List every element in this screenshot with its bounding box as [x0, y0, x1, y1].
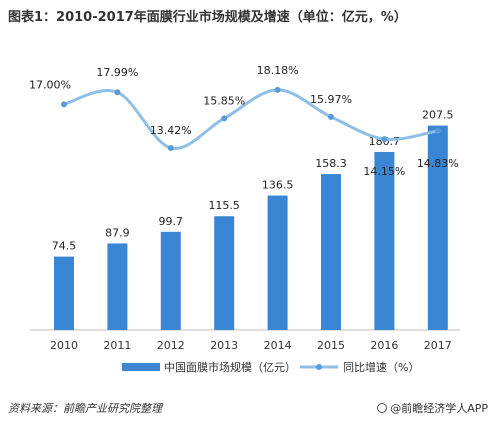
- bar-value-label-2014: 136.5: [262, 179, 294, 192]
- bar-2017: [427, 125, 448, 330]
- x-tick-2017: 2017: [424, 339, 452, 352]
- x-tick-2014: 2014: [264, 339, 292, 352]
- x-tick-2016: 2016: [370, 339, 398, 352]
- bar-2011: [107, 243, 128, 330]
- bar-2014: [267, 195, 288, 330]
- growth-line: [62, 88, 440, 150]
- bar-2015: [321, 174, 341, 330]
- growth-marker-2015: [328, 113, 334, 120]
- x-tick-2010: 2010: [50, 339, 78, 352]
- bar-2013: [214, 216, 235, 330]
- bar-value-label-2012: 99.7: [159, 215, 184, 228]
- bar-2012: [160, 231, 181, 330]
- bar-value-label-2013: 115.5: [208, 199, 240, 212]
- brand-text: @前瞻经济学人APP: [390, 402, 488, 415]
- brand-credit: @前瞻经济学人APP: [377, 400, 488, 416]
- brand-logo-icon: [377, 403, 388, 413]
- x-tick-2012: 2012: [157, 339, 185, 352]
- legend-bar-swatch: [122, 363, 160, 371]
- growth-value-label-2015: 15.97%: [310, 93, 352, 106]
- bar-value-label-2010: 74.5: [52, 240, 77, 253]
- legend-line-label: 同比增速（%）: [343, 360, 419, 374]
- growth-value-label-2017: 14.83%: [417, 157, 459, 170]
- bar-series: [54, 125, 448, 330]
- growth-label-group: 17.00% 17.99% 13.42% 15.85% 18.18% 15.97% 14.1…: [29, 64, 459, 178]
- growth-marker-2016: [381, 136, 388, 143]
- chart-title: 图表1：2010-2017年面膜行业市场规模及增速（单位：亿元，%）: [8, 10, 407, 25]
- source-note: 资料来源：前瞻产业研究院整理: [8, 402, 162, 415]
- bar-value-label-2015: 158.3: [315, 157, 347, 170]
- bar-2010: [54, 256, 74, 330]
- growth-value-label-2016: 14.15%: [363, 165, 405, 178]
- bar-value-label-2017: 207.5: [422, 109, 454, 122]
- legend: 中国面膜市场规模（亿元） 同比增速（%）: [122, 360, 419, 374]
- growth-value-label-2011: 17.99%: [96, 66, 138, 79]
- bar-value-label-2011: 87.9: [105, 226, 130, 239]
- growth-marker-2017: [434, 127, 441, 134]
- growth-value-label-2012: 13.42%: [150, 124, 192, 137]
- x-tick-2013: 2013: [210, 339, 238, 352]
- growth-marker-2014: [274, 86, 281, 93]
- legend-bar-label: 中国面膜市场规模（亿元）: [164, 360, 296, 374]
- growth-value-label-2013: 15.85%: [203, 94, 245, 107]
- x-tick-2015: 2015: [317, 339, 345, 352]
- growth-value-label-2010: 17.00%: [29, 78, 71, 91]
- growth-marker-2013: [221, 115, 228, 122]
- growth-markers: [61, 86, 441, 151]
- growth-value-label-2014: 18.18%: [257, 64, 299, 77]
- growth-marker-2012: [167, 145, 174, 151]
- bar-2016: [374, 152, 395, 330]
- growth-marker-2010: [61, 101, 67, 108]
- x-tick-2011: 2011: [103, 339, 131, 352]
- legend-line-marker: [316, 364, 322, 370]
- x-tick-group: 2010 2011 2012 2013 2014 2015 2016 2017: [50, 339, 452, 352]
- growth-marker-2011: [114, 89, 121, 96]
